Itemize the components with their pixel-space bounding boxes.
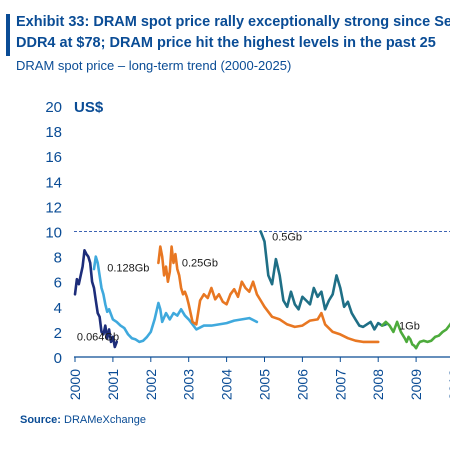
series-annotation: 0.5Gb: [272, 231, 302, 243]
y-tick-label: 8: [54, 250, 62, 267]
series-annotation: 0.064Gb: [77, 332, 119, 344]
x-tick-label: 2007: [332, 369, 348, 400]
x-tick-label: 2003: [181, 369, 197, 400]
x-tick-label: 2006: [294, 369, 310, 400]
source-text: DRAMeXchange: [64, 414, 146, 426]
y-tick-label: 18: [45, 124, 62, 141]
y-axis: 0 2 4 6 8 10 12 14 16 18 20: [45, 99, 62, 367]
series-line-1Gb: [380, 320, 450, 350]
x-tick-label: 2009: [408, 369, 424, 400]
x-tick-label: 2001: [105, 369, 121, 400]
y-axis-unit-label: US$: [74, 99, 104, 116]
series-layer: [73, 230, 450, 350]
y-tick-label: 10: [45, 225, 62, 242]
y-tick-label: 2: [54, 325, 62, 342]
y-tick-label: 12: [45, 199, 62, 216]
title-accent-bar: [6, 14, 10, 56]
y-tick-label: 16: [45, 149, 62, 166]
x-axis: 2000 2001 2002 2003 2004 2005 2006 2007 2008 2009…: [67, 357, 450, 400]
x-tick-label: 2002: [143, 369, 159, 400]
series-line-0_128Gb: [92, 255, 259, 344]
y-tick-label: 4: [54, 300, 62, 317]
x-tick-label: 2010: [446, 369, 450, 400]
chart-title: Exhibit 33: DRAM spot price rally except…: [16, 12, 450, 54]
annotation-layer: 0.064Gb 0.128Gb 0.25Gb 0.5Gb 1Gb: [77, 231, 420, 343]
x-tick-label: 2004: [219, 369, 235, 400]
series-line-0_25Gb: [157, 245, 380, 344]
series-line-0_064Gb: [73, 249, 118, 349]
series-annotation: 0.128Gb: [107, 263, 149, 275]
y-tick-label: 0: [54, 350, 62, 367]
y-tick-label: 20: [45, 99, 62, 116]
series-annotation: 1Gb: [399, 320, 420, 332]
x-tick-label: 2000: [67, 369, 83, 400]
series-line-0_5Gb: [259, 230, 388, 331]
chart-title-line2: DDR4 at $78; DRAM price hit the highest …: [16, 35, 436, 51]
x-tick-label: 2008: [370, 369, 386, 400]
y-tick-label: 14: [45, 174, 62, 191]
x-tick-label: 2005: [257, 369, 273, 400]
chart-title-line1: Exhibit 33: DRAM spot price rally except…: [16, 14, 450, 30]
source-note: Source: DRAMeXchange: [20, 414, 146, 426]
chart-subtitle: DRAM spot price – long-term trend (2000-…: [16, 58, 292, 73]
series-annotation: 0.25Gb: [182, 258, 218, 270]
source-label: Source:: [20, 414, 61, 426]
y-tick-label: 6: [54, 275, 62, 292]
